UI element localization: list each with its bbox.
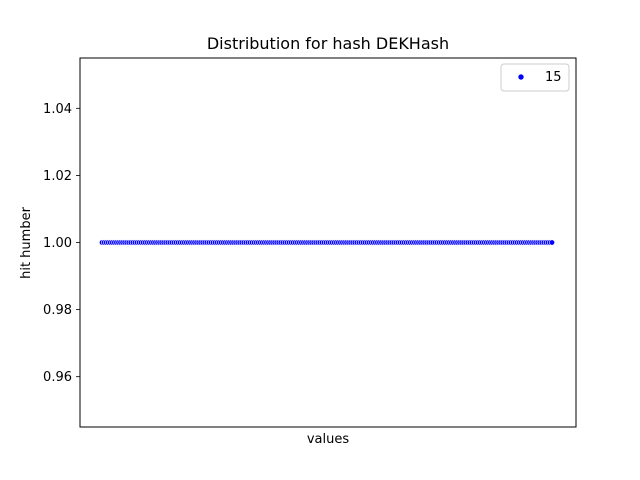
chart-title: Distribution for hash DEKHash [207, 34, 449, 53]
y-axis-ticks: 0.96 0.98 1.00 1.02 1.04 [43, 102, 80, 385]
legend-entry-label: 15 [545, 70, 562, 85]
legend: 15 [500, 63, 570, 92]
plot-frame [79, 57, 577, 428]
y-tick-label: 1.04 [43, 102, 72, 117]
y-axis-label: hit humber [19, 206, 34, 278]
legend-box [500, 63, 570, 92]
y-tick-label: 1.00 [43, 236, 72, 251]
data-point [548, 239, 555, 246]
x-axis-label: values [307, 432, 350, 447]
y-tick-label: 0.96 [43, 370, 72, 385]
y-tick-label: 1.02 [43, 169, 72, 184]
y-tick-label: 0.98 [43, 303, 72, 318]
legend-marker [517, 73, 525, 81]
data-points [99, 239, 555, 246]
